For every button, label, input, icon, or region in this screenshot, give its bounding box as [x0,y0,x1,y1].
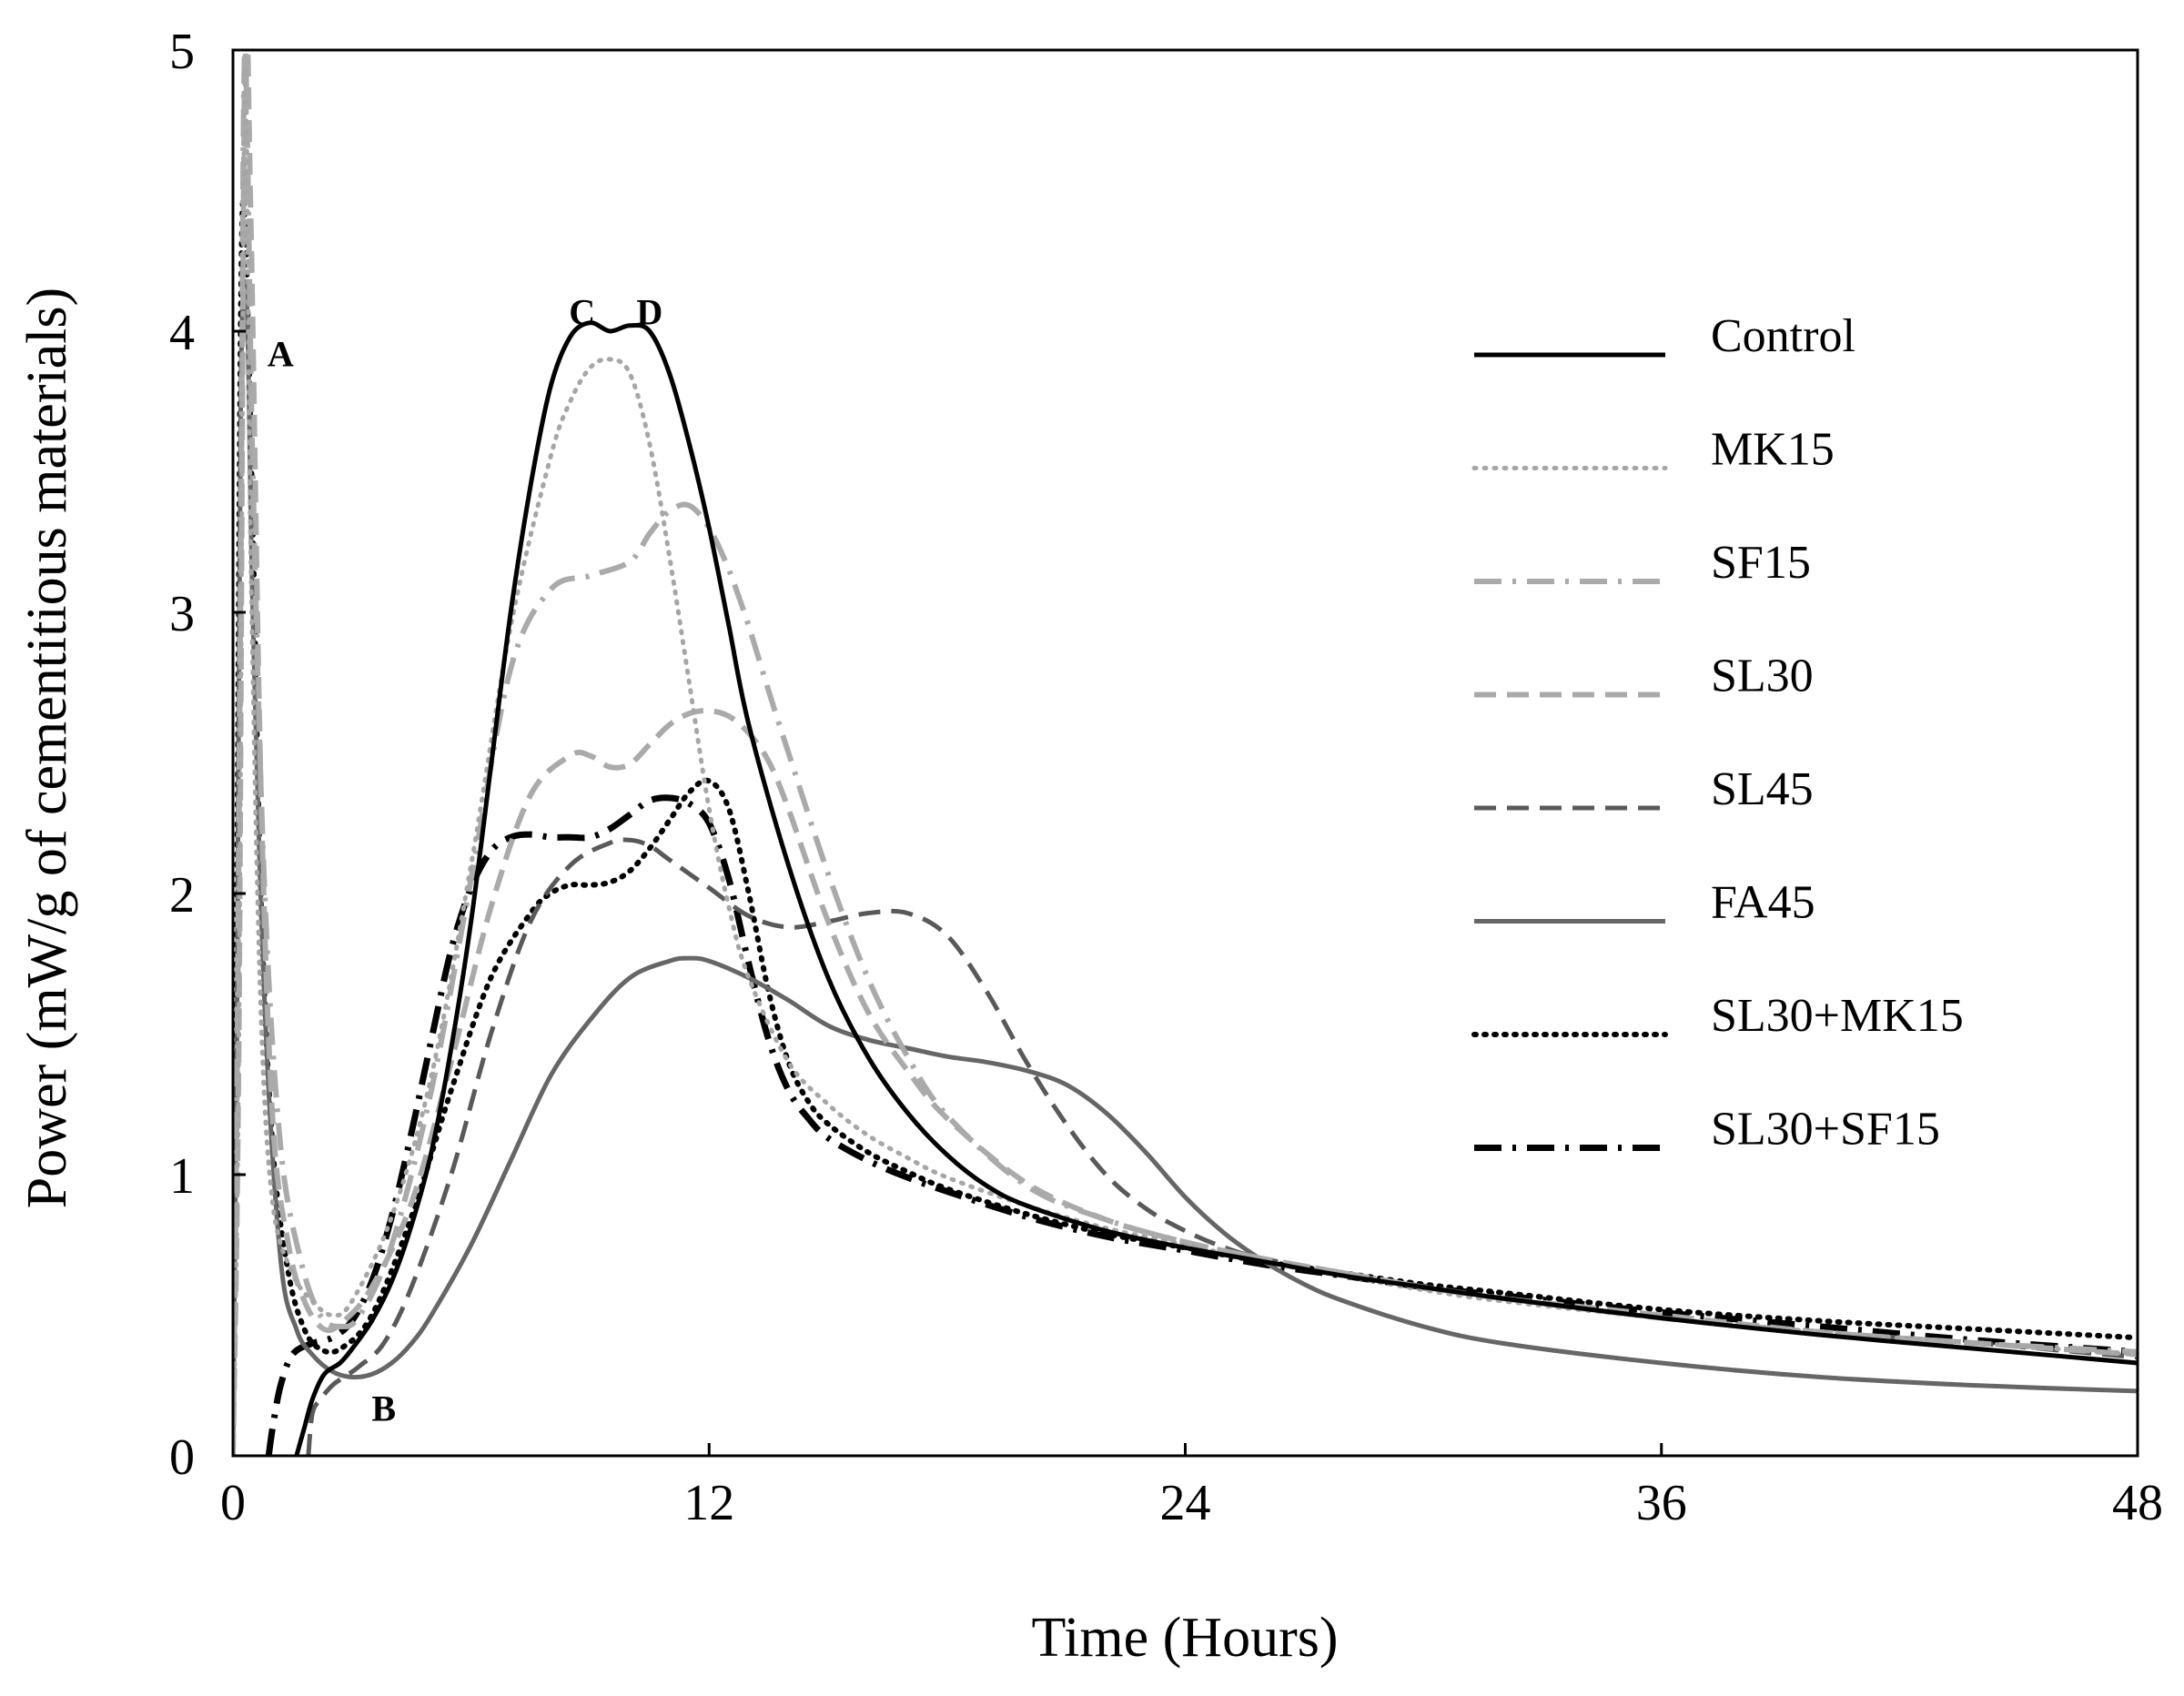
legend-label-control: Control [1711,310,1855,362]
y-tick-label: 0 [169,1429,195,1486]
y-tick-label: 4 [169,305,195,361]
series-line-sl30-sf15 [265,794,2138,1456]
legend-label-sl30: SL30 [1711,651,1814,702]
annotations: A B C D [268,291,662,1428]
legend-label-sl30-mk15: SL30+MK15 [1711,990,1964,1042]
legend-label-mk15: MK15 [1711,424,1835,476]
legend-label-fa45: FA45 [1711,877,1815,929]
series-layer [233,50,2138,1456]
legend-label-sl45: SL45 [1711,763,1814,815]
annotation-b: B [371,1388,396,1428]
y-tick-label: 1 [169,1148,195,1205]
x-tick-label: 24 [1160,1475,1211,1531]
y-tick-label: 5 [169,24,195,80]
x-axis-title: Time (Hours) [1031,1607,1338,1669]
x-tick-label: 12 [683,1475,734,1531]
annotation-d: D [636,291,662,332]
x-axis: 0 12 24 36 48 [220,1443,2163,1531]
y-tick-label: 2 [169,867,195,924]
x-tick-label: 48 [2112,1475,2163,1531]
annotation-a: A [268,334,294,375]
y-axis: 0 1 2 3 4 5 [169,24,246,1486]
y-tick-label: 3 [169,586,195,642]
annotation-c: C [569,291,595,332]
series-line-control [294,320,2138,1456]
x-tick-label: 0 [220,1475,246,1531]
legend-label-sl30-sf15: SL30+SF15 [1711,1104,1940,1156]
series-line-sf15 [233,50,2138,1456]
legend: Control MK15 SF15 SL30 SL45 FA45 SL30+MK15 SL30… [1471,310,1964,1156]
y-axis-title: Power (mW/g of cementitious materials) [16,288,78,1208]
legend-label-sf15: SF15 [1711,537,1811,589]
x-tick-label: 36 [1636,1475,1687,1531]
